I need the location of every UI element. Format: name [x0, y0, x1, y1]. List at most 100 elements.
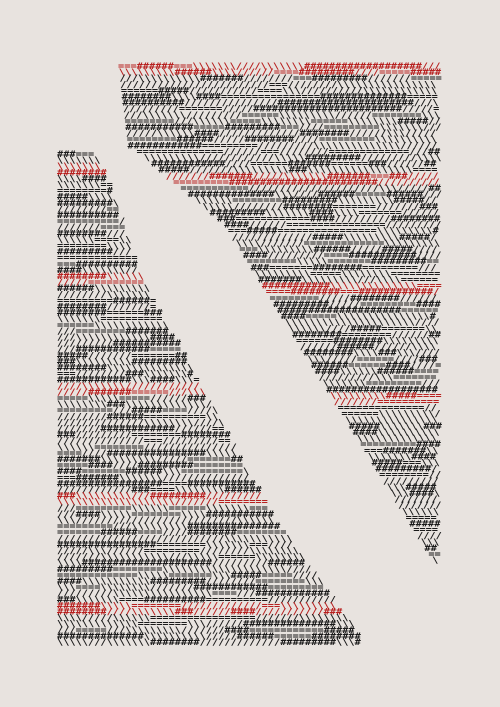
right-block-row: ===\\\\\\\\\######/////#####////: [239, 245, 437, 255]
right-block-row: #####\\\\\\\###: [349, 422, 443, 432]
right-block-row: \\\\///////=============\\\\\\\\\: [235, 239, 440, 249]
right-block-row: \\\#####: [387, 483, 437, 493]
left-block-row: ==========/: [57, 217, 125, 227]
right-block-row: ###########=====#########===////========…: [125, 123, 441, 133]
right-block-row: #####: [409, 520, 441, 530]
right-block-row: #########/: [375, 465, 437, 475]
right-block-row: #####///////\\\\\\\\\###\\\\\\\\\\\\\\\\…: [158, 166, 438, 176]
left-block-row: ########======###: [57, 309, 163, 319]
left-block-row: ################========\\\\\\\===////: [57, 540, 293, 550]
left-block-row: \\\\\\\\###\\\\\\\\\\\\\/: [57, 400, 212, 410]
left-block-row: /////#######======///\\\: [57, 388, 206, 398]
left-block-row: ########///////=: [57, 303, 157, 313]
right-block-row: ##########///////////////###############…: [122, 99, 438, 109]
left-block-row: ///=========\\\\\\======\\\\\\\===: [57, 504, 268, 514]
right-block-row: ======#####///////////====\\\//////////\…: [121, 86, 437, 96]
right-block-row: ####/////////====###########////: [243, 251, 441, 261]
left-block-row: ########////\\\\\\\###//////####////////…: [57, 608, 343, 618]
left-block-row: ###/////////========########: [57, 431, 231, 441]
right-block-row: ========///\\\\\\=====\\\\\\\\======\\\\…: [125, 117, 441, 127]
left-block-row: =========///#####====////\: [57, 406, 218, 416]
left-block-row: ////////////###====\\\\\\\\######: [57, 486, 262, 496]
left-block-row: \\\\\\\==: [57, 181, 113, 191]
left-block-row: \\\\\\\==========: [57, 315, 163, 325]
right-block-row: ===========/////////////////////\\\/////…: [180, 184, 441, 194]
left-glyph-block: ###===\\\\\\\\\\\\\\########\\\\####\\\\…: [57, 150, 361, 648]
right-block-row: ========/////########//////: [270, 294, 437, 304]
left-block-row: ///////====: [57, 223, 126, 233]
left-block-row: =====####////#########========: [57, 461, 244, 471]
right-block-row: \: [432, 556, 438, 566]
right-block-row: ====: [413, 526, 438, 536]
right-block-row: /////////////#####\\\\\\\\\#####/: [232, 233, 437, 243]
left-block-row: #####\\\\: [57, 193, 113, 203]
left-block-row: #####///////=======##: [57, 351, 188, 361]
left-block-row: ////\\\\\\\////////////: [57, 382, 200, 392]
left-block-row: ########\\\\\\: [57, 272, 144, 282]
right-block-row: //////######//////\\\\: [300, 343, 436, 353]
right-block-row: ====########===############/: [266, 288, 440, 298]
left-block-row: \\\\#####################/////////######: [57, 559, 306, 569]
right-block-row: #####===\\\: [372, 459, 440, 469]
left-block-row: /////\\\//////=========////////\\\\\\\\: [57, 547, 299, 557]
right-block-row: /////////=======/////###################…: [123, 105, 440, 115]
right-glyph-block: ===######===\\\\\\\////\\\\\\\##########…: [118, 62, 443, 566]
left-block-row: \\\\####: [57, 174, 107, 184]
left-block-row: ########\\\\\\\\\\\\\\: [57, 364, 193, 374]
left-block-row: ###\\\\\\\====##########==========//////…: [57, 595, 336, 605]
left-block-row: ///////\\\\\\\\\\\///\\\\\======\\\\\\\\: [57, 553, 305, 563]
right-block-row: \\\\\\\\\\\\\\\: [345, 416, 438, 426]
left-block-row: #########\: [57, 199, 119, 209]
left-block-row: =====\\\\\=====//////###: [57, 394, 206, 404]
left-block-row: #########///: [57, 248, 131, 258]
right-block-row: ######======####////=: [311, 361, 442, 371]
left-block-row: ###===: [57, 150, 95, 160]
left-block-row: ///========#######: [57, 327, 169, 337]
left-block-row: ========#: [57, 187, 113, 197]
right-block-row: ############////======#######======###//…: [151, 160, 437, 170]
right-block-row: ########========//////##: [292, 330, 441, 340]
left-block-row: ##########: [57, 211, 120, 221]
left-block-row: ###\\\\\\\\\#########: [57, 357, 188, 367]
left-block-row: ===////////###\\\\\\\#: [57, 370, 194, 380]
left-block-row: ####=======######\\\==========\: [57, 467, 249, 477]
right-block-row: ===######===\\\\\\\////\\\\\\\##########…: [118, 62, 440, 72]
right-block-row: ========\\\\\=======#########==: [247, 257, 440, 267]
left-block-row: /////////###########: [57, 339, 182, 349]
right-block-row: ####\\\\\\######====: [315, 367, 440, 377]
right-block-row: ==============//: [338, 404, 437, 414]
left-block-row: =============: [57, 254, 138, 264]
right-block-row: ##############\\\////######=====######//…: [188, 190, 442, 200]
right-block-row: ======########\\\\\\\\\: [296, 337, 439, 347]
right-block-row: \\\####\: [391, 489, 441, 499]
right-block-row: \\\\\\\####: [368, 452, 437, 462]
left-block-row: \\\//////////////////////////\\\\\\: [57, 516, 274, 526]
left-block-row: ===##########: [57, 260, 138, 270]
left-block-row: ///####\\\\\========\\\\###########: [57, 510, 275, 520]
right-block-row: ==============//////===////////=========…: [136, 147, 440, 157]
right-block-row: ======\\\\\\\\\/: [341, 410, 440, 420]
left-block-row: \\\\\\\\\\\\\\\\\\\///////========: [57, 498, 268, 508]
right-block-row: ###=======########=========///: [251, 263, 437, 273]
left-block-row: //////////////\\\\\\\\////\: [57, 418, 224, 428]
right-block-row: =========####: [360, 440, 441, 450]
left-block-row: #################====###########: [57, 479, 256, 489]
right-block-row: ////: [417, 532, 442, 542]
right-block-row: ///////==========: [334, 398, 440, 408]
left-block-row: #########========\\\\\\\\\\\\\\\\\\\\///…: [57, 565, 311, 575]
right-block-row: ///\\\\\\\/////////======\\\\\\\\\//////…: [124, 111, 440, 121]
right-block-row: ########\\\\####================########…: [122, 93, 439, 103]
left-block-row: ##############\\\\\\\\\\/////######=====…: [57, 632, 361, 642]
left-block-row: ======\\\\\\\\\\\\: [57, 321, 169, 331]
right-block-row: #########\\\\\\\####\\\\=======//////: [210, 208, 439, 218]
left-block-row: ========\\\\: [57, 242, 131, 252]
left-block-row: ############\\\####\\\=: [57, 376, 200, 386]
right-block-row: ########\\\\###\\\////: [304, 349, 440, 359]
right-block-row: ##: [425, 544, 438, 554]
left-block-row: ===#######\\\\\\\//////////////: [57, 473, 249, 483]
right-block-row: ========//: [379, 471, 441, 481]
right-block-row: ===#####================\\\\\\\\\#: [228, 227, 439, 237]
right-block-row: \\\\\\\\\\\\\\\\\\\\\////: [285, 318, 440, 328]
left-block-row: ########: [57, 168, 107, 178]
right-block-row: ####=====\\\\\\\\\\\\\\\#: [281, 312, 437, 322]
